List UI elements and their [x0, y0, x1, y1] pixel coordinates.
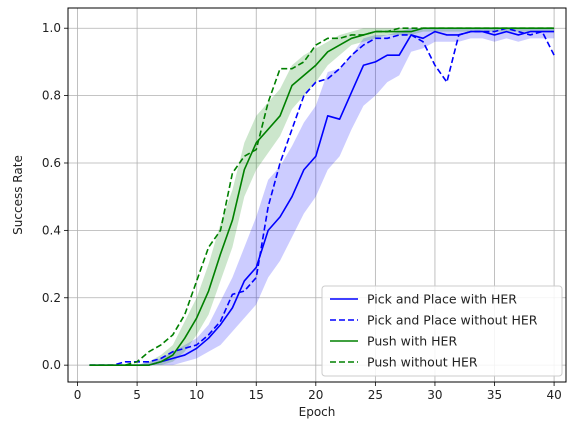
pick-and-place-with-her-band: [89, 28, 555, 366]
x-tick-label: 20: [308, 388, 323, 402]
push-with-her-band: [89, 28, 555, 366]
axis-ticks: 0 5 10 15 20 25 30 35 40 0.0 0.2 0.4 0.6 0.8 1.0: [42, 21, 562, 402]
x-axis-label: Epoch: [299, 405, 336, 419]
pick-and-place-without-her-line: [89, 27, 555, 366]
plot-frame: [67, 7, 567, 383]
legend-box: [321, 285, 563, 377]
y-tick-label: 0.6: [42, 156, 61, 170]
y-tick-label: 0.2: [42, 291, 61, 305]
confidence-bands: [89, 28, 555, 366]
y-tick-label: 0.8: [42, 89, 61, 103]
legend-label: Push with HER: [367, 334, 457, 349]
x-tick-label: 5: [133, 388, 141, 402]
x-tick-label: 15: [249, 388, 264, 402]
x-tick-label: 0: [74, 388, 82, 402]
y-axis-label: Success Rate: [11, 155, 25, 235]
y-tick-label: 0.4: [42, 223, 61, 237]
legend-label: Pick and Place with HER: [367, 292, 517, 307]
y-tick-label: 0.0: [42, 358, 61, 372]
legend-label: Push without HER: [367, 355, 478, 370]
legend: Pick and Place with HER Pick and Place wi…: [321, 285, 563, 377]
legend-label: Pick and Place without HER: [367, 313, 538, 328]
x-tick-label: 40: [546, 388, 561, 402]
x-tick-label: 30: [427, 388, 442, 402]
x-tick-label: 35: [487, 388, 502, 402]
push-without-her-line: [89, 27, 555, 366]
x-tick-label: 10: [189, 388, 204, 402]
series-lines: [89, 27, 555, 366]
x-tick-label: 25: [368, 388, 383, 402]
y-tick-label: 1.0: [42, 21, 61, 35]
